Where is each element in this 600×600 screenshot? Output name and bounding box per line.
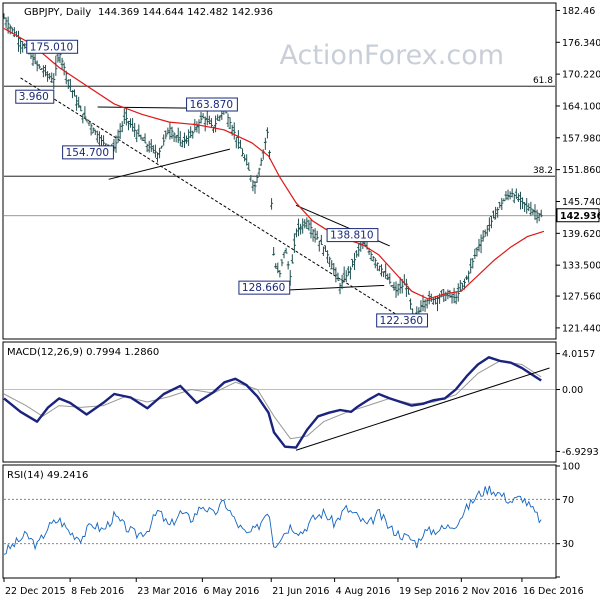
price-axis-label-7: 139.620	[562, 229, 600, 240]
macd-signal-line	[3, 360, 542, 440]
annotation-box-3	[62, 145, 114, 160]
watermark-text: ActionForex.com	[280, 40, 505, 71]
rsi-axis-label-2: 30	[562, 539, 574, 550]
date-axis-label-1: 8 Feb 2016	[71, 586, 124, 597]
date-axis-label-4: 21 Jun 2016	[272, 586, 329, 597]
ohlc-readout: 144.369 144.644 142.482 142.936	[98, 7, 273, 18]
rsi-line	[3, 485, 542, 555]
price-axis-label-10: 121.440	[562, 323, 600, 334]
date-axis-label-7: 2 Nov 2016	[462, 586, 517, 597]
current-price-label: 142.936	[560, 211, 600, 222]
rsi-axis-label-0: 100	[562, 462, 580, 473]
price-axis-label-6: 145.740	[562, 197, 600, 208]
date-axis-label-3: 6 May 2016	[203, 586, 259, 597]
date-axis-label-0: 22 Dec 2015	[5, 586, 66, 597]
macd-axis-label-2: -6.9293	[562, 447, 599, 458]
annotation-label-1: 3.960	[19, 91, 49, 103]
annotation-label-3: 154.700	[66, 147, 109, 159]
annotation-box-1	[15, 89, 55, 104]
support-wedge-line	[108, 148, 231, 180]
fib-label-1: 38.2	[533, 166, 553, 176]
lower-triangle-line	[284, 284, 385, 291]
moving-average-line	[3, 27, 545, 300]
price-axis-label-5: 151.860	[562, 165, 600, 176]
macd-chart-layer	[3, 356, 555, 451]
price-chart-layer: ActionForex.com 61.8 38.2 175.010 3.960 163.8…	[2, 13, 555, 329]
fib-label-0: 61.8	[533, 76, 553, 86]
annotation-box-0	[26, 39, 79, 54]
annotation-box-2	[186, 97, 238, 112]
date-axis-label-6: 19 Sep 2016	[399, 586, 459, 597]
annotation-box-6	[376, 313, 428, 328]
macd-line	[3, 356, 542, 449]
rsi-chart-layer	[3, 485, 555, 555]
macd-panel	[2, 341, 557, 463]
macd-trendline	[295, 367, 550, 451]
current-price-box	[556, 208, 600, 223]
price-axis-label-0: 182.46	[562, 6, 595, 17]
macd-axis-label-1: 0.00	[562, 385, 583, 396]
annotation-label-4: 138.810	[330, 230, 373, 242]
price-chart-title: GBPJPY, Daily	[24, 7, 91, 18]
rsi-axis-label-1: 70	[562, 495, 574, 506]
annotation-label-0: 175.010	[30, 41, 73, 53]
macd-axis-label-0: 4.0157	[562, 349, 595, 360]
price-axis-label-3: 164.100	[562, 101, 600, 112]
rsi-title: RSI(14) 49.2416	[7, 470, 88, 481]
price-axis-label-2: 170.220	[562, 70, 600, 81]
price-axis-label-1: 176.340	[562, 38, 600, 49]
axes-layer: 182.46 176.340 170.220 164.100 157.980 151.86…	[3, 6, 600, 597]
date-axis-label-2: 23 Mar 2016	[137, 586, 197, 597]
dashed-trendline	[20, 77, 418, 329]
date-axis-label-8: 16 Dec 2016	[523, 586, 584, 597]
annotation-label-6: 122.360	[380, 315, 423, 327]
annotation-label-2: 163.870	[190, 99, 233, 111]
price-axis-label-9: 127.560	[562, 292, 600, 303]
date-axis-label-5: 4 Aug 2016	[336, 586, 391, 597]
macd-title: MACD(12,26,9) 0.7994 1.2860	[7, 347, 159, 358]
price-axis-label-4: 157.980	[562, 133, 600, 144]
annotation-box-5	[238, 280, 291, 295]
price-axis-label-8: 133.500	[562, 261, 600, 272]
rsi-panel	[2, 464, 557, 579]
annotation-label-5: 128.660	[242, 282, 285, 294]
annotation-box-4	[326, 228, 379, 243]
